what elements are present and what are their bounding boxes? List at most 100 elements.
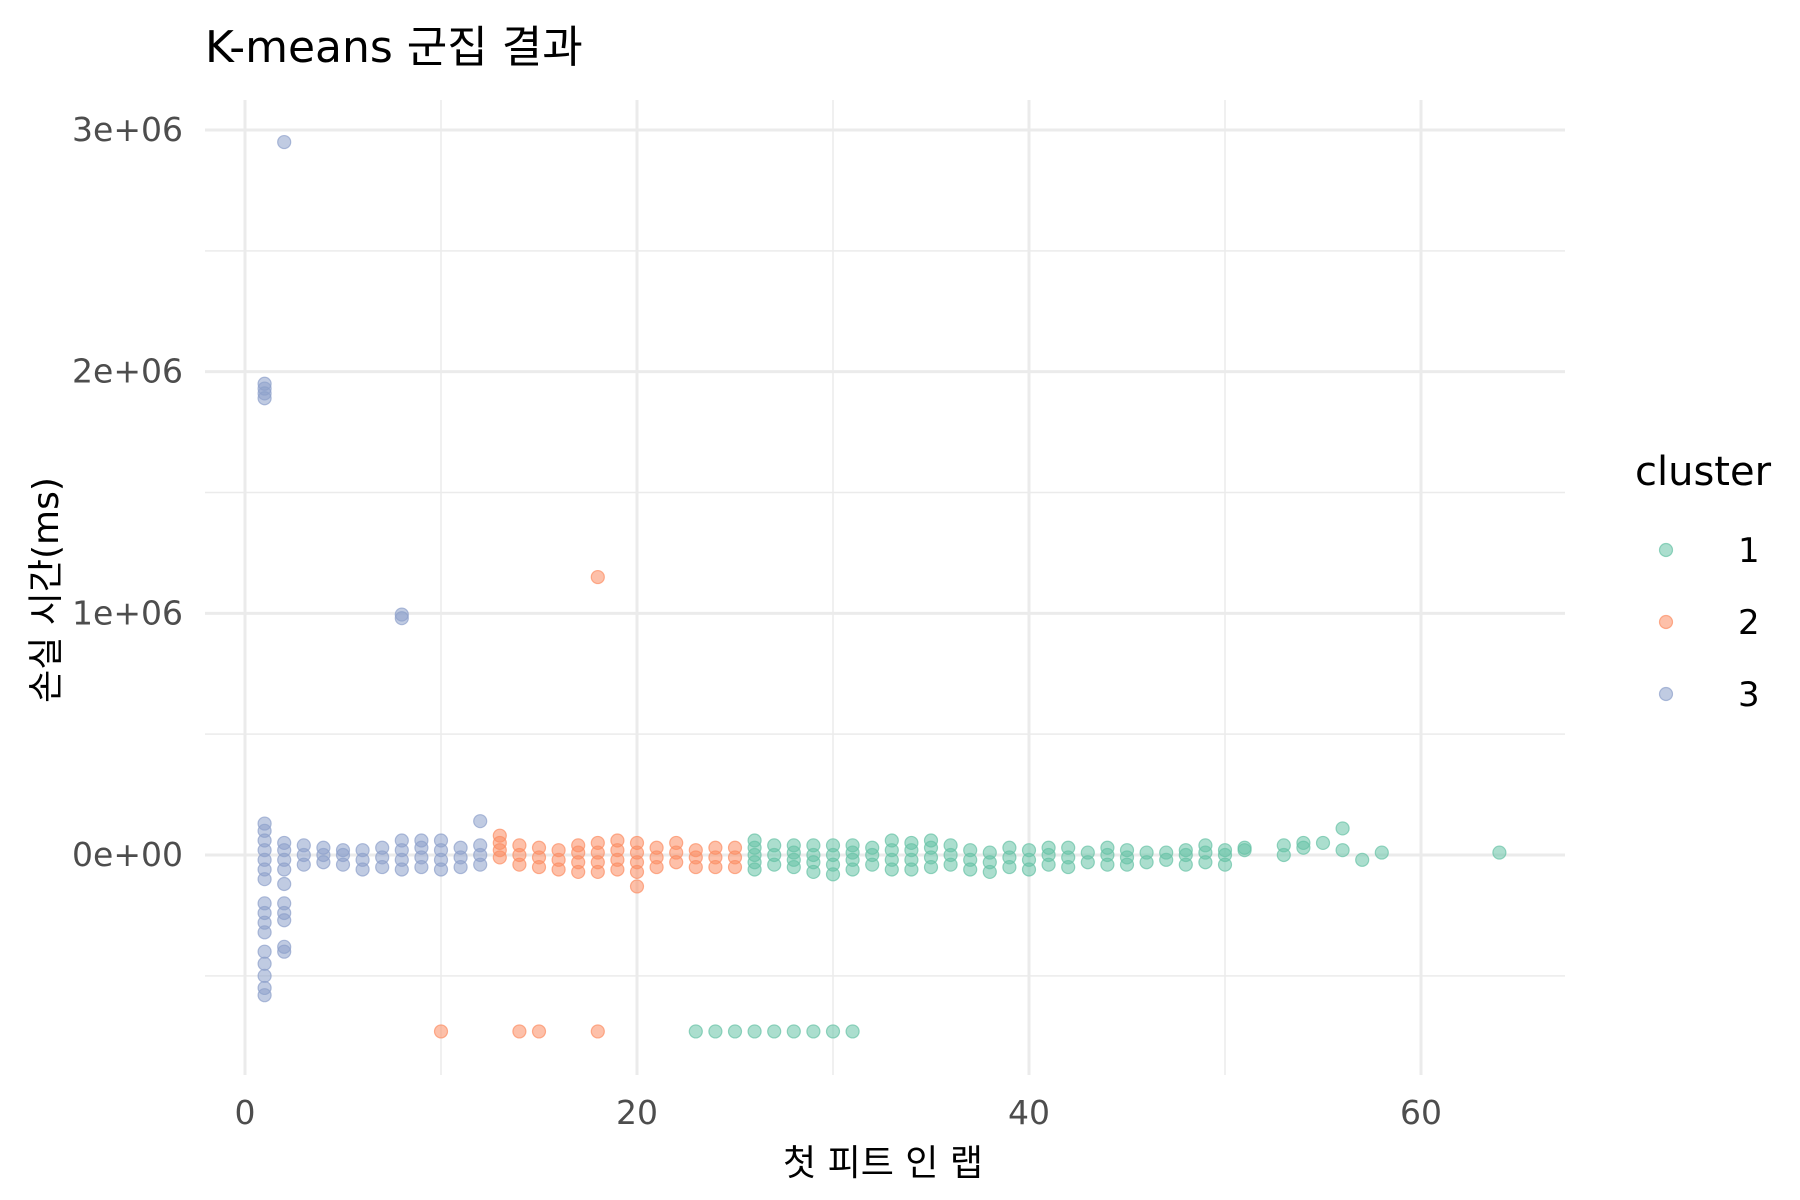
data-point-cluster-2 xyxy=(571,838,586,853)
legend-key-1 xyxy=(1658,542,1674,558)
data-point-cluster-2 xyxy=(551,843,566,858)
data-point-cluster-2 xyxy=(512,1024,527,1039)
data-point-cluster-2 xyxy=(669,835,684,851)
legend-key-2 xyxy=(1658,614,1674,630)
data-point-cluster-1 xyxy=(943,838,958,853)
data-point-cluster-1 xyxy=(982,845,997,860)
data-point-cluster-1 xyxy=(1335,821,1350,836)
data-point-cluster-1 xyxy=(825,838,841,853)
data-point-cluster-1 xyxy=(786,1024,801,1039)
data-point-cluster-1 xyxy=(1296,835,1311,851)
data-point-cluster-3 xyxy=(453,840,468,855)
data-point-cluster-2 xyxy=(512,838,527,853)
data-point-cluster-2 xyxy=(629,835,645,851)
data-point-cluster-1 xyxy=(1021,843,1037,858)
data-point-cluster-3 xyxy=(394,833,409,848)
axis-tick-labels: 0 20 40 60 0e+00 1e+06 2e+06 3e+06 xyxy=(72,110,1442,1132)
legend-key-3 xyxy=(1658,686,1674,702)
data-point-cluster-3 xyxy=(257,956,272,971)
data-point-cluster-1 xyxy=(1080,845,1095,860)
y-tick-label: 0e+00 xyxy=(72,835,183,874)
data-point-cluster-1 xyxy=(747,1024,762,1039)
data-point-cluster-3 xyxy=(375,840,390,855)
legend-title: cluster xyxy=(1635,449,1772,495)
data-point-cluster-1 xyxy=(1041,840,1056,855)
data-point-cluster-1 xyxy=(1119,843,1135,858)
data-point-cluster-1 xyxy=(865,840,880,855)
data-points xyxy=(257,134,1507,1039)
data-point-cluster-2 xyxy=(727,840,743,855)
data-point-cluster-1 xyxy=(767,838,782,853)
data-point-cluster-1 xyxy=(747,833,762,848)
data-point-cluster-1 xyxy=(1335,843,1350,858)
x-tick-label: 20 xyxy=(616,1093,658,1132)
legend: cluster 1 2 3 xyxy=(1635,449,1772,715)
data-point-cluster-1 xyxy=(806,1024,821,1039)
data-point-cluster-3 xyxy=(257,376,272,391)
data-point-cluster-3 xyxy=(316,840,331,855)
x-axis-label: 첫 피트 인 랩 xyxy=(783,1143,983,1184)
data-point-cluster-3 xyxy=(257,925,272,940)
y-axis-label: 손실 시간(ms) xyxy=(26,477,67,703)
data-point-cluster-1 xyxy=(884,833,899,848)
chart-title: K-means 군집 결과 xyxy=(205,22,583,73)
data-point-cluster-1 xyxy=(1355,852,1370,867)
data-point-cluster-1 xyxy=(1198,838,1213,853)
data-point-cluster-2 xyxy=(610,833,625,848)
legend-label-3: 3 xyxy=(1738,675,1760,715)
data-point-cluster-1 xyxy=(1159,845,1174,860)
data-point-cluster-1 xyxy=(708,1024,723,1039)
data-point-cluster-2 xyxy=(688,843,703,858)
data-point-cluster-2 xyxy=(629,879,645,894)
data-point-cluster-2 xyxy=(433,1024,449,1039)
data-point-cluster-1 xyxy=(845,838,860,853)
data-point-cluster-3 xyxy=(433,833,449,848)
data-point-cluster-3 xyxy=(277,835,292,851)
y-tick-label: 1e+06 xyxy=(72,593,183,632)
y-tick-label: 2e+06 xyxy=(72,352,183,391)
data-point-cluster-1 xyxy=(923,833,939,848)
data-point-cluster-3 xyxy=(277,944,292,959)
data-point-cluster-1 xyxy=(1217,843,1233,858)
data-point-cluster-2 xyxy=(649,840,664,855)
data-point-cluster-2 xyxy=(590,835,605,851)
data-point-cluster-1 xyxy=(1237,840,1252,855)
data-point-cluster-1 xyxy=(1178,843,1193,858)
data-point-cluster-1 xyxy=(688,1024,703,1039)
data-point-cluster-2 xyxy=(590,569,605,585)
data-point-cluster-1 xyxy=(806,838,821,853)
y-tick-label: 3e+06 xyxy=(72,110,183,149)
data-point-cluster-2 xyxy=(708,840,723,855)
data-point-cluster-1 xyxy=(825,1024,841,1039)
data-point-cluster-1 xyxy=(1100,840,1115,855)
data-point-cluster-1 xyxy=(904,835,919,851)
x-tick-label: 0 xyxy=(235,1093,256,1132)
legend-label-1: 1 xyxy=(1738,531,1760,571)
data-point-cluster-1 xyxy=(845,1024,860,1039)
data-point-cluster-1 xyxy=(1492,845,1507,860)
data-point-cluster-1 xyxy=(1139,845,1154,860)
data-point-cluster-2 xyxy=(531,1024,547,1039)
data-point-cluster-3 xyxy=(335,843,351,858)
data-point-cluster-3 xyxy=(277,913,292,928)
data-point-cluster-3 xyxy=(296,838,311,853)
data-point-cluster-3 xyxy=(414,833,429,848)
data-point-cluster-3 xyxy=(473,814,488,829)
data-point-cluster-3 xyxy=(257,816,272,831)
data-point-cluster-3 xyxy=(394,607,409,622)
data-point-cluster-3 xyxy=(473,838,488,853)
data-point-cluster-3 xyxy=(277,134,292,150)
data-point-cluster-1 xyxy=(1276,838,1291,853)
data-point-cluster-1 xyxy=(727,1024,743,1039)
data-point-cluster-2 xyxy=(531,840,547,855)
data-point-cluster-1 xyxy=(767,1024,782,1039)
data-point-cluster-3 xyxy=(355,843,370,858)
x-tick-label: 40 xyxy=(1008,1093,1050,1132)
legend-label-2: 2 xyxy=(1738,603,1760,643)
data-point-cluster-1 xyxy=(1374,845,1389,860)
data-point-cluster-2 xyxy=(590,1024,605,1039)
data-point-cluster-1 xyxy=(786,838,801,853)
data-point-cluster-1 xyxy=(1061,840,1076,855)
x-tick-label: 60 xyxy=(1400,1093,1442,1132)
